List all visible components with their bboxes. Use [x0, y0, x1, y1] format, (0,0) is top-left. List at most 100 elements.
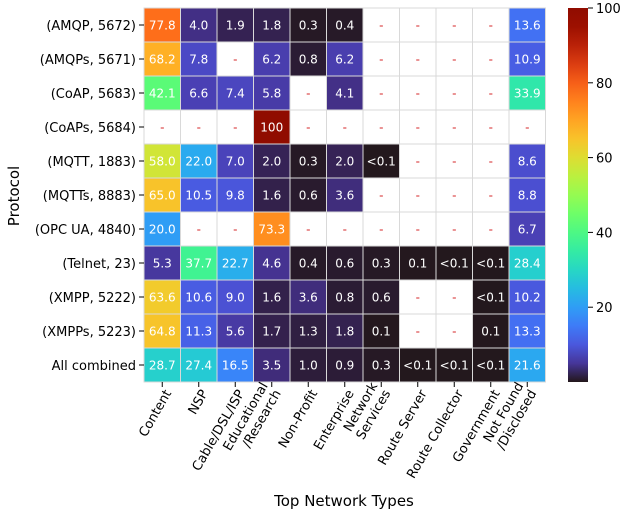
heatmap-cell — [180, 211, 218, 247]
cell-value-label: 0.3 — [299, 19, 318, 33]
cell-value-label: - — [379, 19, 383, 33]
cell-value-label: - — [379, 223, 383, 237]
cell-value-label: 0.6 — [299, 189, 318, 203]
cell-value-label: 0.8 — [299, 53, 318, 67]
cell-value-label: 64.8 — [149, 325, 176, 339]
colorbar-tick-label: 100 — [596, 2, 621, 17]
heatmap-cell — [289, 143, 327, 179]
cell-value-label: 2.0 — [262, 155, 281, 169]
cell-value-label: <0.1 — [476, 291, 505, 305]
cell-value-label: 5.3 — [153, 257, 172, 271]
heatmap-cell — [508, 7, 546, 43]
heatmap-cell — [143, 177, 181, 213]
heatmap-cell — [253, 211, 291, 247]
cell-value-label: 2.0 — [335, 155, 354, 169]
heatmap-cell — [508, 245, 546, 281]
heatmap-cell — [399, 279, 437, 315]
cell-value-label: 0.8 — [335, 291, 354, 305]
cell-value-label: - — [452, 325, 456, 339]
row-label: (XMPP, 5222) — [49, 291, 136, 306]
cell-value-label: 0.4 — [335, 19, 354, 33]
cell-value-label: - — [525, 121, 529, 135]
cell-value-label: 1.3 — [299, 325, 318, 339]
cell-value-label: 3.6 — [335, 189, 354, 203]
heatmap-cell — [508, 143, 546, 179]
heatmap-cell — [180, 143, 218, 179]
cell-value-label: 22.0 — [185, 155, 212, 169]
heatmap-cell — [216, 41, 254, 77]
cell-value-label: - — [306, 223, 310, 237]
cell-value-label: 13.6 — [514, 19, 541, 33]
heatmap-cell — [289, 75, 327, 111]
cell-value-label: - — [416, 53, 420, 67]
cell-value-label: 11.3 — [185, 325, 212, 339]
cell-value-label: - — [306, 121, 310, 135]
cell-value-label: 3.5 — [262, 359, 281, 373]
row-label: (Telnet, 23) — [62, 257, 136, 272]
cell-value-label: 0.3 — [372, 359, 391, 373]
heatmap-cell — [435, 75, 473, 111]
row-label: All combined — [52, 359, 136, 374]
row-label: (MQTT, 1883) — [47, 155, 136, 170]
heatmap-cell — [143, 75, 181, 111]
cell-value-label: 7.0 — [226, 155, 245, 169]
cell-value-label: - — [379, 121, 383, 135]
cell-value-label: 1.6 — [262, 291, 281, 305]
cell-value-label: 6.2 — [262, 53, 281, 67]
cell-value-label: 4.1 — [335, 87, 354, 101]
heatmap-cell — [399, 7, 437, 43]
cell-value-label: 0.6 — [335, 257, 354, 271]
cell-value-label: <0.1 — [440, 257, 469, 271]
cell-value-label: - — [452, 291, 456, 305]
heatmap-cells: 77.8 4.0 1.9 1.8 0.3 0.4 - - - - 13.6 68.2 7.8 - 6.2 0.… — [143, 7, 546, 383]
cell-value-label: <0.1 — [367, 155, 396, 169]
cell-value-label: - — [452, 155, 456, 169]
cell-value-label: 63.6 — [149, 291, 176, 305]
colorbar-tick-label: 40 — [596, 226, 613, 241]
cell-value-label: - — [197, 121, 201, 135]
cell-value-label: - — [452, 53, 456, 67]
column-label: NetworkServices — [341, 380, 395, 443]
heatmap-cell — [435, 211, 473, 247]
heatmap-cell — [508, 211, 546, 247]
heatmap-cell — [253, 245, 291, 281]
row-label: (CoAPs, 5684) — [44, 121, 136, 136]
cell-value-label: - — [379, 87, 383, 101]
cell-value-label: 3.6 — [299, 291, 318, 305]
heatmap-cell — [435, 279, 473, 315]
heatmap-cell — [435, 347, 473, 383]
heatmap-cell — [508, 109, 546, 145]
cell-value-label: - — [489, 223, 493, 237]
cell-value-label: 13.3 — [514, 325, 541, 339]
heatmap-cell — [143, 245, 181, 281]
cell-value-label: 22.7 — [222, 257, 249, 271]
cell-value-label: 1.9 — [226, 19, 245, 33]
cell-value-label: 0.1 — [372, 325, 391, 339]
cell-value-label: 10.5 — [185, 189, 212, 203]
cell-value-label: <0.1 — [440, 359, 469, 373]
cell-value-label: - — [489, 19, 493, 33]
heatmap-cell — [289, 245, 327, 281]
heatmap-cell — [216, 211, 254, 247]
heatmap-cell — [362, 279, 400, 315]
heatmap-cell — [435, 109, 473, 145]
cell-value-label: 5.6 — [226, 325, 245, 339]
cell-value-label: 42.1 — [149, 87, 176, 101]
column-labels: Content NSPCable/DSL/ISPEducational/Resea… — [136, 380, 540, 482]
heatmap-cell — [326, 177, 364, 213]
heatmap-cell — [180, 347, 218, 383]
row-label: (MQTTs, 8883) — [43, 189, 136, 204]
heatmap-cell — [143, 279, 181, 315]
cell-value-label: 6.2 — [335, 53, 354, 67]
cell-value-label: - — [379, 53, 383, 67]
cell-value-label: 8.8 — [518, 189, 537, 203]
heatmap-cell — [435, 143, 473, 179]
cell-value-label: - — [343, 223, 347, 237]
cell-value-label: 100 — [260, 121, 283, 135]
heatmap-cell — [326, 7, 364, 43]
heatmap-cell — [216, 313, 254, 349]
cell-value-label: - — [233, 121, 237, 135]
heatmap-cell — [216, 279, 254, 315]
cell-value-label: - — [197, 223, 201, 237]
